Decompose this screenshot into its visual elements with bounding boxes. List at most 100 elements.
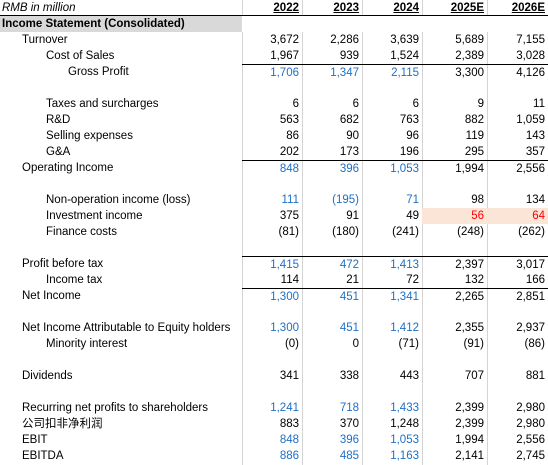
cell[interactable]: (81) — [278, 226, 299, 238]
cell[interactable]: 7,155 — [516, 34, 545, 46]
cell[interactable]: 451 — [339, 322, 359, 334]
cell[interactable]: 9 — [477, 98, 484, 110]
cell[interactable]: 718 — [339, 402, 359, 414]
cell[interactable]: 882 — [464, 114, 484, 126]
cell[interactable]: 1,241 — [270, 402, 299, 414]
cell[interactable]: 98 — [471, 194, 484, 206]
cell[interactable]: 2,399 — [455, 418, 484, 430]
row-label[interactable]: Minority interest — [46, 338, 128, 350]
row-label[interactable]: Dividends — [22, 370, 73, 382]
cell[interactable]: 2,556 — [487, 160, 548, 176]
row-label[interactable]: Net Income Attributable to Equity holder… — [22, 322, 231, 334]
cell[interactable]: 707 — [464, 370, 484, 382]
cell[interactable]: 1,524 — [390, 50, 419, 62]
cell[interactable]: 881 — [525, 370, 545, 382]
cell[interactable]: 3,300 — [422, 64, 487, 80]
cell[interactable]: 2,980 — [516, 402, 545, 414]
cell[interactable]: 4,126 — [487, 64, 548, 80]
cell[interactable]: (241) — [392, 226, 419, 238]
cell[interactable]: 357 — [525, 146, 545, 158]
row-label[interactable]: Selling expenses — [46, 130, 133, 142]
cell[interactable]: 295 — [464, 146, 484, 158]
cell[interactable]: 2,556 — [516, 434, 545, 446]
row-label[interactable]: EBITDA — [22, 450, 64, 462]
year-header[interactable]: 2026E — [511, 2, 545, 14]
row-label[interactable]: Investment income — [46, 210, 143, 222]
cell[interactable]: 396 — [302, 160, 362, 176]
row-label[interactable]: Recurring net profits to shareholders — [22, 402, 209, 414]
cell[interactable]: 341 — [279, 370, 299, 382]
row-label[interactable]: Operating Income — [22, 162, 114, 174]
cell[interactable]: 370 — [339, 418, 359, 430]
row-label[interactable]: Cost of Sales — [46, 50, 115, 62]
cell[interactable]: 375 — [279, 210, 299, 222]
row-label[interactable]: G&A — [46, 146, 71, 158]
cell[interactable]: (180) — [332, 226, 359, 238]
cell[interactable]: 2,286 — [330, 34, 359, 46]
cell[interactable]: 166 — [525, 274, 545, 286]
cell[interactable]: 72 — [406, 274, 419, 286]
cell[interactable]: (262) — [518, 226, 545, 238]
cell[interactable]: 1,967 — [270, 50, 299, 62]
cell[interactable]: 1,163 — [390, 450, 419, 462]
row-label[interactable]: EBIT — [22, 434, 48, 446]
cell[interactable]: 6 — [292, 98, 299, 110]
cell[interactable]: 2,355 — [455, 322, 484, 334]
cell[interactable]: 1,994 — [422, 160, 487, 176]
cell[interactable]: (195) — [332, 194, 359, 206]
cell[interactable]: 96 — [406, 130, 419, 142]
cell[interactable]: 763 — [399, 114, 419, 126]
cell[interactable]: 3,639 — [390, 34, 419, 46]
cell[interactable]: 451 — [302, 288, 362, 304]
cell[interactable]: 682 — [339, 114, 359, 126]
cell[interactable]: 1,433 — [390, 402, 419, 414]
cell[interactable]: 1,415 — [242, 256, 302, 272]
cell[interactable]: 1,053 — [390, 434, 419, 446]
cell[interactable]: 111 — [281, 194, 299, 206]
year-header[interactable]: 2024 — [393, 2, 419, 14]
cell[interactable]: 848 — [279, 434, 299, 446]
cell[interactable]: 6 — [352, 98, 359, 110]
cell[interactable]: 3,028 — [516, 50, 545, 62]
cell[interactable]: 1,341 — [362, 288, 422, 304]
cell[interactable]: 1,053 — [362, 160, 422, 176]
row-label[interactable]: Income tax — [46, 274, 103, 286]
cell[interactable]: 114 — [280, 274, 299, 286]
cell[interactable]: 2,745 — [516, 450, 545, 462]
cell[interactable]: 443 — [399, 370, 419, 382]
cell[interactable]: 2,399 — [455, 402, 484, 414]
cell[interactable]: (71) — [398, 338, 419, 350]
row-label[interactable]: Net Income — [22, 290, 81, 302]
cell[interactable]: 90 — [346, 130, 359, 142]
row-label[interactable]: Profit before tax — [22, 258, 104, 270]
cell[interactable]: 1,706 — [242, 64, 302, 80]
section-title[interactable]: Income Statement (Consolidated) — [2, 18, 185, 30]
cell[interactable]: 2,115 — [362, 64, 422, 80]
cell[interactable]: 6 — [412, 98, 419, 110]
cell[interactable]: 5,689 — [455, 34, 484, 46]
cell[interactable]: 939 — [339, 50, 359, 62]
cell[interactable]: 1,300 — [270, 322, 299, 334]
row-label[interactable]: 公司扣非净利润 — [22, 418, 103, 430]
cell[interactable]: (248) — [457, 226, 484, 238]
cell[interactable]: 472 — [302, 256, 362, 272]
row-label[interactable]: Turnover — [22, 34, 68, 46]
cell[interactable]: 91 — [346, 210, 359, 222]
cell[interactable]: 3,672 — [270, 34, 299, 46]
cell[interactable]: 1,347 — [302, 64, 362, 80]
cell[interactable]: 338 — [339, 370, 359, 382]
cell[interactable]: 886 — [279, 450, 299, 462]
cell[interactable]: 2,980 — [516, 418, 545, 430]
cell[interactable]: 49 — [406, 210, 419, 222]
cell[interactable]: 563 — [279, 114, 299, 126]
cell[interactable]: 2,265 — [422, 288, 487, 304]
cell[interactable]: 485 — [339, 450, 359, 462]
cell[interactable]: 1,413 — [362, 256, 422, 272]
year-header[interactable]: 2025E — [450, 2, 484, 14]
cell[interactable]: 173 — [339, 146, 359, 158]
year-header[interactable]: 2023 — [333, 2, 359, 14]
cell[interactable]: 883 — [279, 418, 299, 430]
cell[interactable]: 11 — [533, 98, 545, 110]
cell[interactable]: 3,017 — [487, 256, 548, 272]
cell[interactable]: 1,248 — [390, 418, 419, 430]
